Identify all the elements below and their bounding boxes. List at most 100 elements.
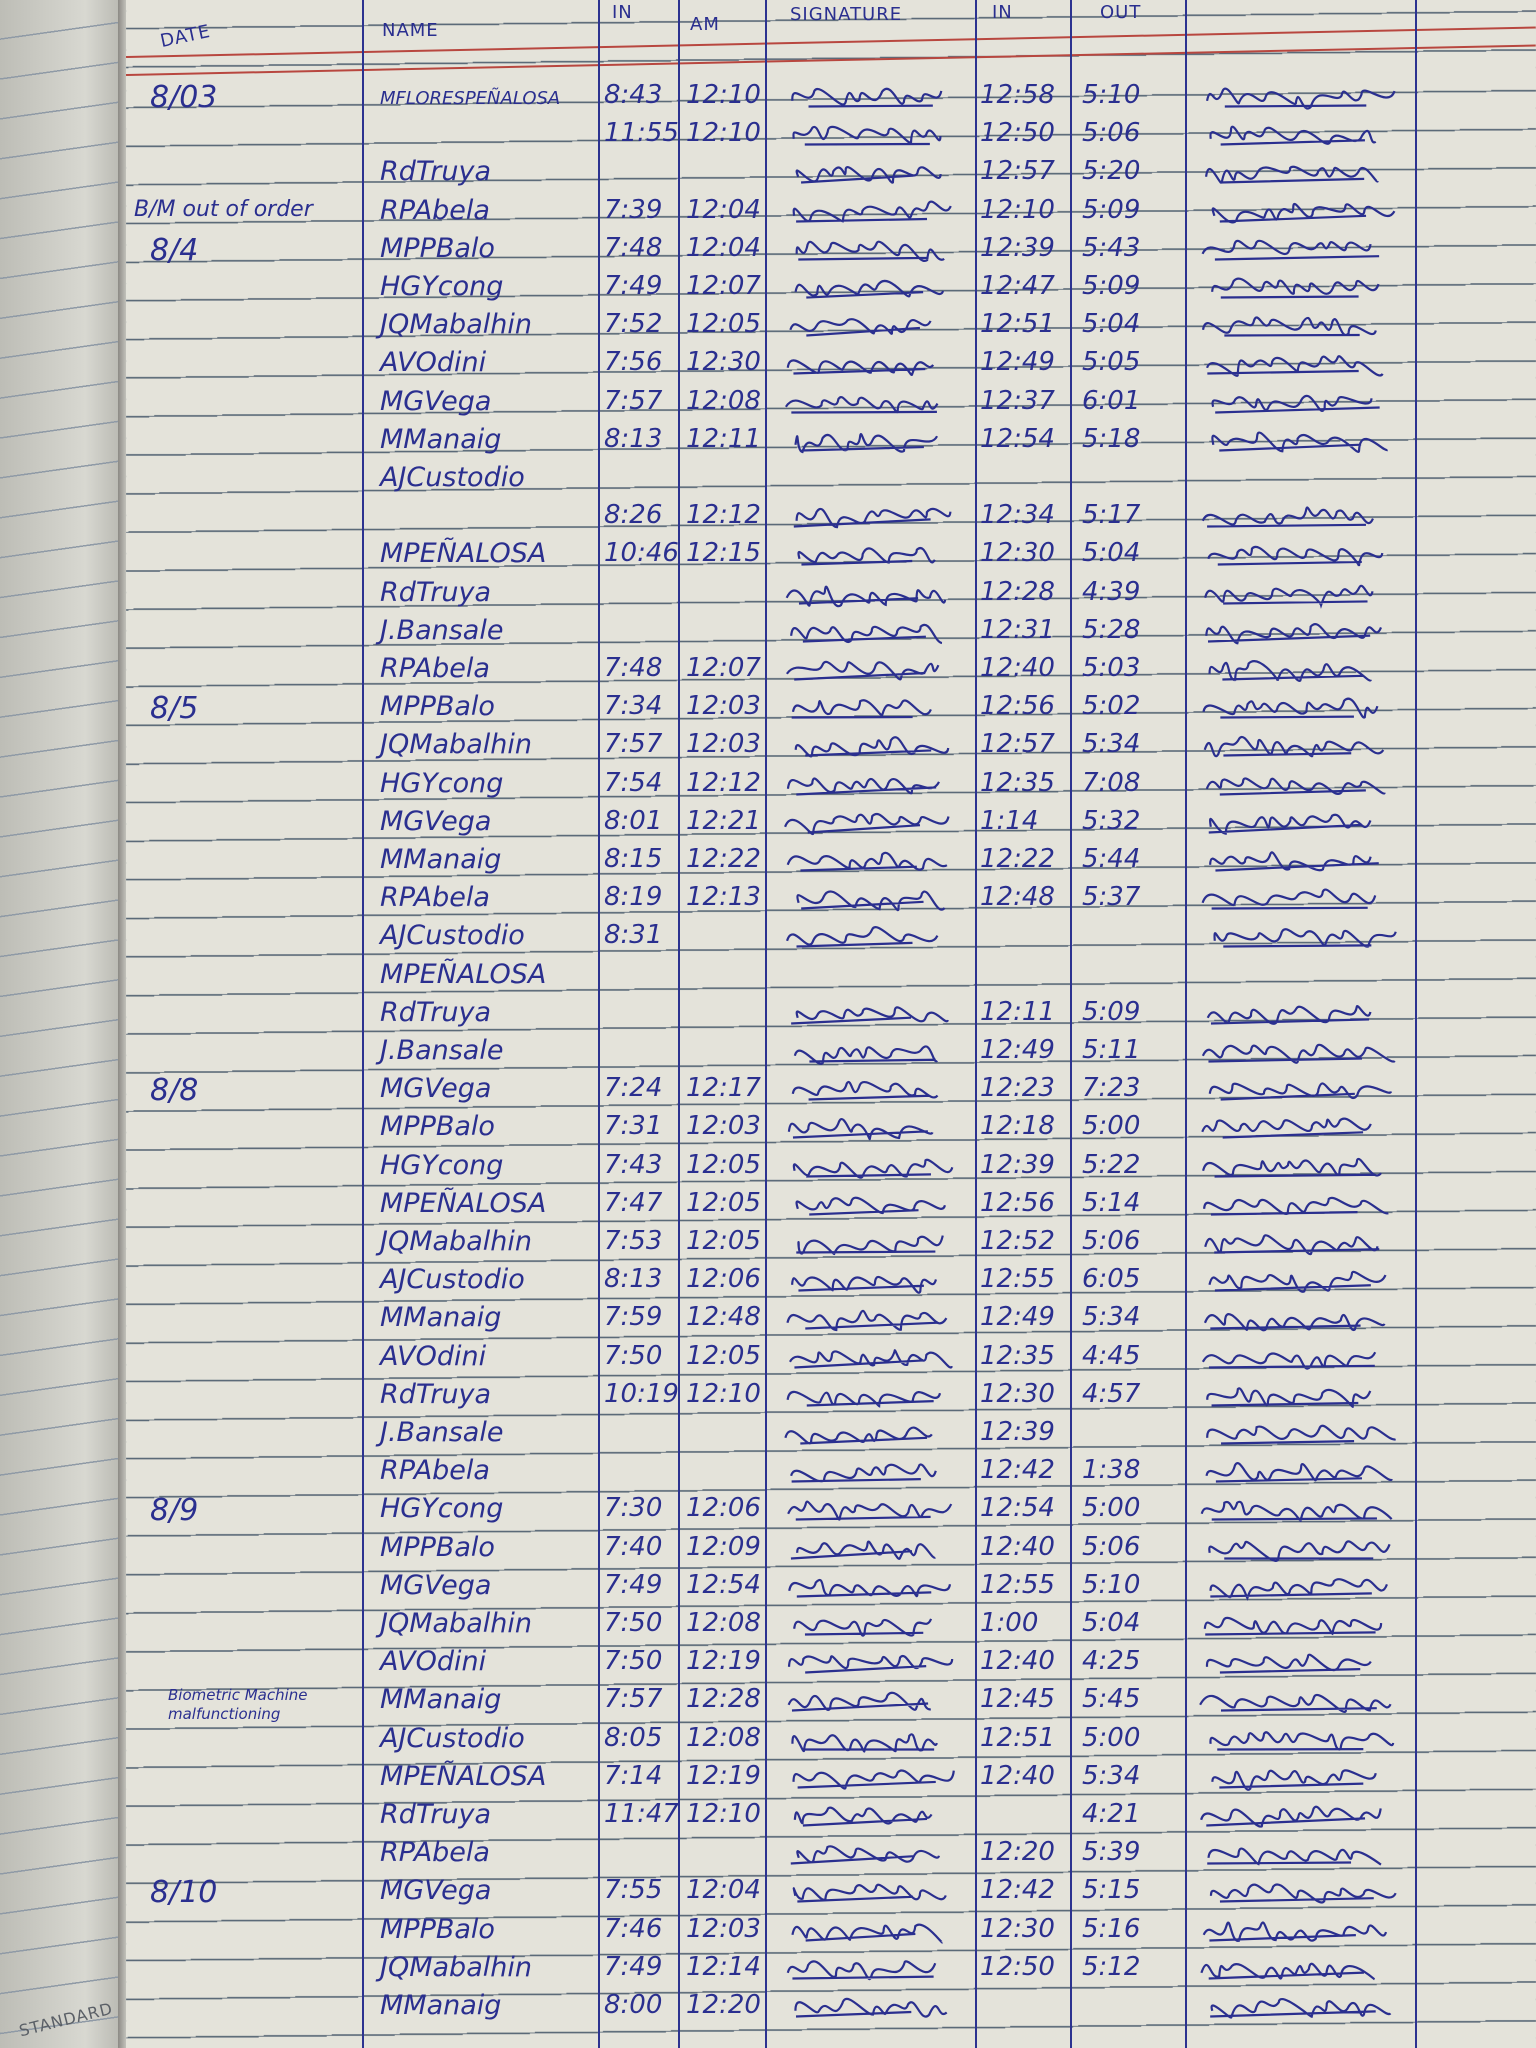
signature-stroke [1203, 736, 1385, 758]
signature-stroke [787, 1655, 954, 1674]
pm-signature [1201, 316, 1377, 337]
am-out-cell: 12:10 [686, 118, 761, 149]
am-out-cell: 12:10 [686, 1378, 761, 1409]
signature-stroke [785, 660, 940, 681]
am-in-cell: 8:00 [604, 1990, 663, 2020]
am-in-cell: 7:31 [604, 1111, 663, 1142]
pm-out-cell: 4:21 [1082, 1799, 1141, 1829]
signature-stroke [792, 200, 952, 223]
pm-out-cell: 5:05 [1082, 347, 1141, 378]
am-out-cell: 12:05 [686, 1149, 761, 1180]
signature-stroke [1209, 851, 1379, 872]
am-signature [790, 1463, 937, 1483]
name-cell: J.Bansale [380, 614, 504, 646]
pm-in-cell: 1:14 [980, 805, 1039, 836]
am-signature [785, 660, 940, 681]
am-in-cell: 8:19 [604, 882, 663, 913]
name-cell: MPEÑALOSA [380, 538, 547, 570]
am-in-cell: 7:54 [604, 767, 663, 798]
left-page [0, 0, 122, 2048]
name-cell: RPAbela [380, 1837, 490, 1869]
am-out-cell: 12:08 [686, 1608, 761, 1638]
signature-stroke [1201, 888, 1377, 910]
signature-stroke [792, 1769, 955, 1790]
am-out-cell: 12:03 [686, 1913, 761, 1944]
pm-in-cell: 12:18 [980, 1111, 1055, 1142]
am-signature [792, 1769, 955, 1790]
am-out-cell: 12:06 [686, 1493, 761, 1524]
signature-stroke [1205, 87, 1396, 110]
am-in-cell: 7:14 [604, 1760, 663, 1791]
signature-stroke [794, 736, 950, 758]
am-in-cell: 8:15 [604, 844, 663, 874]
signature-stroke [1205, 1653, 1372, 1674]
pm-in-cell: 12:39 [980, 1417, 1055, 1447]
pm-in-cell: 12:51 [980, 309, 1055, 340]
column-divider [1185, 0, 1187, 2048]
pm-out-cell: 4:25 [1082, 1646, 1141, 1677]
am-out-cell: 12:05 [686, 1340, 761, 1371]
am-signature [793, 1806, 933, 1827]
name-cell: RdTruya [380, 996, 492, 1028]
pm-in-cell: 12:48 [980, 882, 1055, 913]
signature-stroke [1200, 1962, 1376, 1981]
am-signature [787, 1118, 934, 1141]
signature-stroke [1206, 1424, 1397, 1445]
signature-stroke [786, 1310, 948, 1332]
name-cell: MPEÑALOSA [380, 958, 547, 990]
pm-in-cell: 12:30 [980, 538, 1055, 569]
column-divider [1415, 0, 1417, 2048]
column-divider [598, 0, 600, 2048]
name-cell: MManaig [380, 1302, 502, 1334]
pm-signature [1208, 660, 1372, 682]
am-in-cell: 11:47 [604, 1799, 679, 1829]
pm-out-cell: 5:10 [1082, 80, 1141, 110]
signature-stroke [1200, 1501, 1393, 1523]
am-in-cell: 8:13 [604, 423, 663, 454]
column-divider [1070, 0, 1072, 2048]
signature-stroke [784, 1426, 933, 1445]
am-in-cell: 7:53 [604, 1226, 663, 1256]
am-in-cell: 7:56 [604, 347, 663, 378]
date-cell: 8/5 [150, 691, 199, 727]
pm-signature [1200, 1501, 1393, 1523]
am-out-cell: 12:28 [686, 1684, 761, 1715]
am-in-cell: 11:55 [604, 118, 679, 149]
signature-stroke [1206, 355, 1384, 378]
signature-stroke [795, 240, 945, 262]
name-cell: AJCustodio [380, 1722, 525, 1754]
signature-stroke [1211, 277, 1380, 299]
signature-stroke [786, 1960, 937, 1980]
am-out-cell: 12:09 [686, 1531, 761, 1562]
signature-stroke [1207, 546, 1384, 567]
pm-out-cell: 5:00 [1082, 1111, 1141, 1142]
signature-stroke [1211, 1769, 1377, 1791]
pm-in-cell: 12:49 [980, 1302, 1055, 1333]
am-signature [786, 1390, 942, 1408]
pm-in-cell: 12:54 [980, 1493, 1055, 1524]
pm-out-cell: 5:44 [1082, 844, 1141, 874]
name-cell: RdTruya [380, 156, 492, 188]
pm-signature [1199, 1694, 1392, 1714]
signature-stroke [1211, 394, 1380, 414]
signature-stroke [795, 166, 942, 184]
signature-stroke [794, 1997, 948, 2018]
pm-in-cell: 12:40 [980, 653, 1055, 683]
name-cell: MGVega [380, 385, 492, 417]
pm-in-cell: 12:57 [980, 156, 1055, 187]
am-in-cell: 7:59 [604, 1302, 663, 1333]
pm-in-cell: 12:28 [980, 576, 1055, 607]
pm-in-cell: 12:40 [980, 1531, 1055, 1562]
am-signature [786, 359, 935, 377]
signature-stroke [792, 1158, 954, 1179]
signature-stroke [1201, 506, 1374, 528]
name-cell: RPAbela [380, 653, 490, 684]
pm-signature [1204, 166, 1379, 185]
pm-out-cell: 5:14 [1082, 1187, 1141, 1218]
pm-in-cell: 12:35 [980, 767, 1055, 798]
signature-stroke [786, 851, 948, 872]
pm-signature [1213, 928, 1397, 949]
am-in-cell: 7:43 [604, 1149, 663, 1180]
signature-stroke [791, 1081, 939, 1101]
am-signature [791, 87, 943, 108]
